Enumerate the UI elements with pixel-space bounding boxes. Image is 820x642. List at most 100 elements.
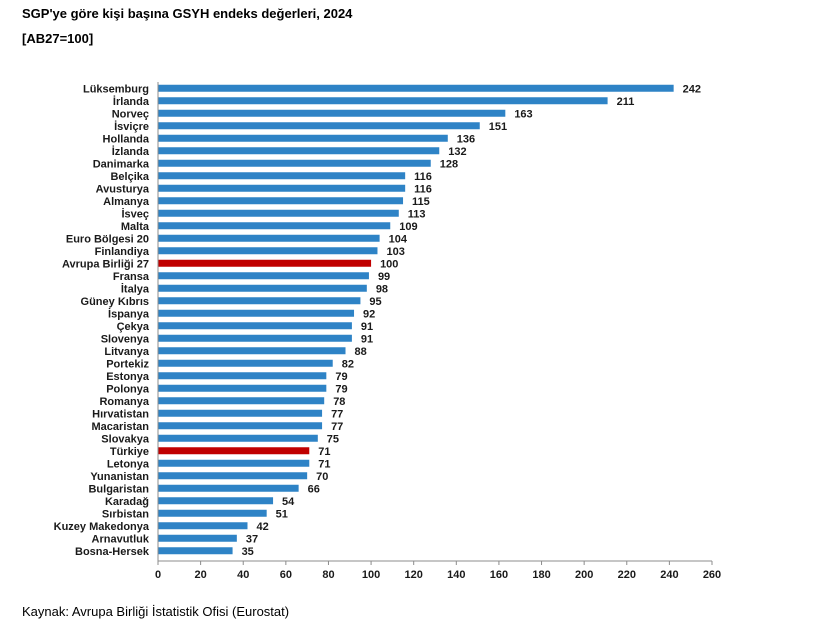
bar-group: İspanya 92 [108, 307, 375, 320]
category-label: Güney Kıbrıs [81, 296, 149, 308]
value-label: 116 [414, 171, 432, 183]
value-label: 78 [333, 396, 345, 408]
value-label: 128 [440, 158, 458, 170]
x-tick-label: 180 [532, 569, 550, 581]
bar-group: Malta 109 [121, 221, 418, 233]
category-label: Bosna-Hersek [75, 546, 150, 558]
value-label: 70 [316, 471, 328, 483]
category-label: Karadağ [105, 496, 149, 508]
bar [158, 272, 369, 280]
bar-group: Portekiz 82 [106, 358, 354, 370]
value-label: 100 [380, 258, 398, 270]
bar-group: Danimarka 128 [93, 158, 458, 170]
bar [158, 509, 267, 517]
value-label: 136 [457, 133, 475, 145]
category-label: Litvanya [104, 346, 150, 358]
bar [158, 397, 325, 405]
bar-group: İtalya 98 [121, 282, 388, 295]
value-label: 51 [276, 508, 288, 520]
x-tick-label: 240 [660, 569, 678, 581]
bar-group: Karadağ 54 [105, 496, 295, 508]
category-label: İsviçre [114, 120, 149, 133]
highlighted-bar [158, 259, 372, 267]
category-label: Hırvatistan [92, 408, 149, 420]
bar-group: İsviçre 151 [114, 120, 507, 133]
bar-group: Letonya 71 [107, 458, 331, 470]
bar-chart: Lüksemburg 242 İrlanda 211 Norveç 163 İsviçre 1… [54, 82, 721, 581]
value-label: 77 [331, 408, 343, 420]
category-label: Slovenya [101, 333, 150, 345]
value-label: 99 [378, 271, 390, 283]
category-label: İsveç [121, 207, 149, 220]
value-label: 242 [683, 83, 701, 95]
bar [158, 109, 506, 117]
bar-group: Estonya 79 [106, 371, 347, 383]
x-tick-label: 0 [155, 569, 161, 581]
bar [158, 134, 448, 142]
bar-group: Finlandiya 103 [95, 246, 405, 258]
value-label: 103 [386, 246, 404, 258]
bar-group: Almanya 115 [103, 196, 430, 208]
bar [158, 122, 480, 130]
bar-group: Çekya 91 [117, 321, 374, 333]
bar-group: Litvanya 88 [104, 346, 366, 358]
bar-group: İrlanda 211 [113, 95, 634, 108]
x-tick-label: 80 [322, 569, 334, 581]
value-label: 163 [514, 108, 532, 120]
x-tick-label: 20 [194, 569, 206, 581]
bar-group: Belçika 116 [110, 171, 431, 183]
value-label: 82 [342, 358, 354, 370]
value-label: 113 [408, 208, 426, 220]
bar [158, 247, 378, 255]
bar [158, 459, 310, 467]
bar [158, 497, 274, 505]
bar [158, 472, 308, 480]
bar-group: Slovakya 75 [101, 433, 339, 445]
category-label: Macaristan [92, 421, 150, 433]
bar [158, 422, 323, 430]
category-label: Avusturya [96, 183, 150, 195]
bar [158, 297, 361, 305]
bar [158, 409, 323, 417]
value-label: 151 [489, 121, 507, 133]
x-tick-label: 120 [405, 569, 423, 581]
value-label: 132 [448, 146, 466, 158]
bars-layer: Lüksemburg 242 İrlanda 211 Norveç 163 İsviçre 1… [54, 83, 701, 558]
category-label: Danimarka [93, 158, 150, 170]
value-label: 66 [308, 483, 320, 495]
category-label: Çekya [117, 321, 150, 333]
bar-group: Fransa 99 [113, 271, 390, 283]
category-label: İrlanda [113, 95, 150, 108]
bar-group: Avrupa Birliği 27 100 [62, 258, 398, 270]
category-label: Norveç [112, 108, 149, 120]
value-label: 91 [361, 321, 373, 333]
bar-group: İsveç 113 [121, 207, 425, 220]
bar-group: Yunanistan 70 [90, 471, 328, 483]
x-tick-label: 100 [362, 569, 380, 581]
bar [158, 84, 674, 92]
bar-group: Türkiye 71 [110, 446, 331, 458]
bar-group: Güney Kıbrıs 95 [81, 296, 382, 308]
bar [158, 359, 333, 367]
bar-group: Hırvatistan 77 [92, 408, 343, 420]
bar [158, 522, 248, 530]
bar-group: Arnavutluk 37 [92, 533, 259, 545]
chart-subtitle: [AB27=100] [22, 31, 94, 46]
category-label: Bulgaristan [88, 483, 149, 495]
x-tick-label: 60 [280, 569, 292, 581]
bar-group: İzlanda 132 [112, 145, 467, 158]
category-label: Türkiye [110, 446, 149, 458]
category-label: Sırbistan [102, 508, 149, 520]
category-label: İspanya [108, 307, 150, 320]
bar [158, 159, 431, 167]
x-tick-label: 160 [490, 569, 508, 581]
category-label: Hollanda [103, 133, 150, 145]
value-label: 115 [412, 196, 430, 208]
value-label: 42 [256, 521, 268, 533]
bar-group: Macaristan 77 [92, 421, 344, 433]
bar [158, 534, 237, 542]
bar-group: Bulgaristan 66 [88, 483, 319, 495]
value-label: 37 [246, 533, 258, 545]
value-label: 95 [369, 296, 381, 308]
bar [158, 97, 608, 105]
